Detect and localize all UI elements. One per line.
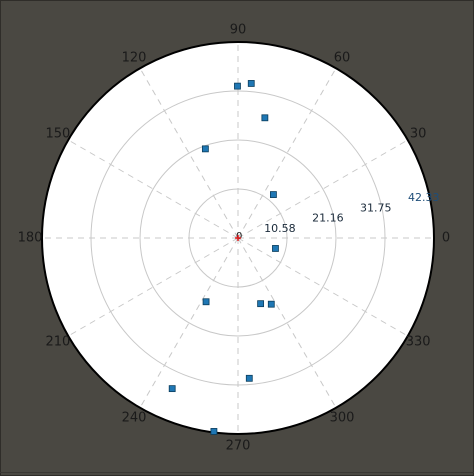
polar-outer-ring xyxy=(41,41,435,435)
radius-label-0: 10.58 xyxy=(264,222,296,235)
angle-label-150: 150 xyxy=(45,127,70,142)
angle-label-240: 240 xyxy=(122,411,147,426)
angle-label-300: 300 xyxy=(330,411,355,426)
angle-label-0: 0 xyxy=(442,231,450,246)
radius-label-3: 42.33 xyxy=(408,191,440,204)
data-point-0-0 xyxy=(234,82,241,90)
data-point-0-8 xyxy=(245,374,253,382)
data-point-0-7 xyxy=(267,300,275,308)
angle-label-30: 30 xyxy=(410,127,427,142)
data-point-0-6 xyxy=(202,298,210,306)
radius-label-1: 21.16 xyxy=(312,212,344,225)
data-point-0-5 xyxy=(272,245,279,252)
origin-marker xyxy=(235,235,241,241)
data-point-0-11 xyxy=(168,385,176,393)
radius-tick-labels: 10.58 21.16 31.75 42.33 xyxy=(264,191,439,235)
frame-bottom-rule xyxy=(0,472,474,473)
data-point-0-3 xyxy=(201,145,209,153)
data-points xyxy=(168,80,279,435)
angle-label-210: 210 xyxy=(45,335,70,350)
angle-label-120: 120 xyxy=(122,50,147,65)
center-tick-label: 0 xyxy=(236,231,242,242)
angle-label-180: 180 xyxy=(18,231,43,246)
data-point-0-1 xyxy=(247,80,255,87)
data-point-0-10 xyxy=(210,428,218,435)
angle-label-270: 270 xyxy=(226,439,251,454)
grid-ring-1 xyxy=(139,139,337,337)
angle-label-90: 90 xyxy=(230,23,247,38)
data-point-0-9 xyxy=(257,300,265,308)
data-point-0-4 xyxy=(270,191,277,198)
angle-label-60: 60 xyxy=(334,50,351,65)
angle-tick-labels: 0 30 60 90 120 150 180 210 240 270 300 330 xyxy=(18,23,451,454)
angle-label-330: 330 xyxy=(406,335,431,350)
radius-label-2: 31.75 xyxy=(360,201,392,214)
data-point-0-2 xyxy=(261,114,269,122)
